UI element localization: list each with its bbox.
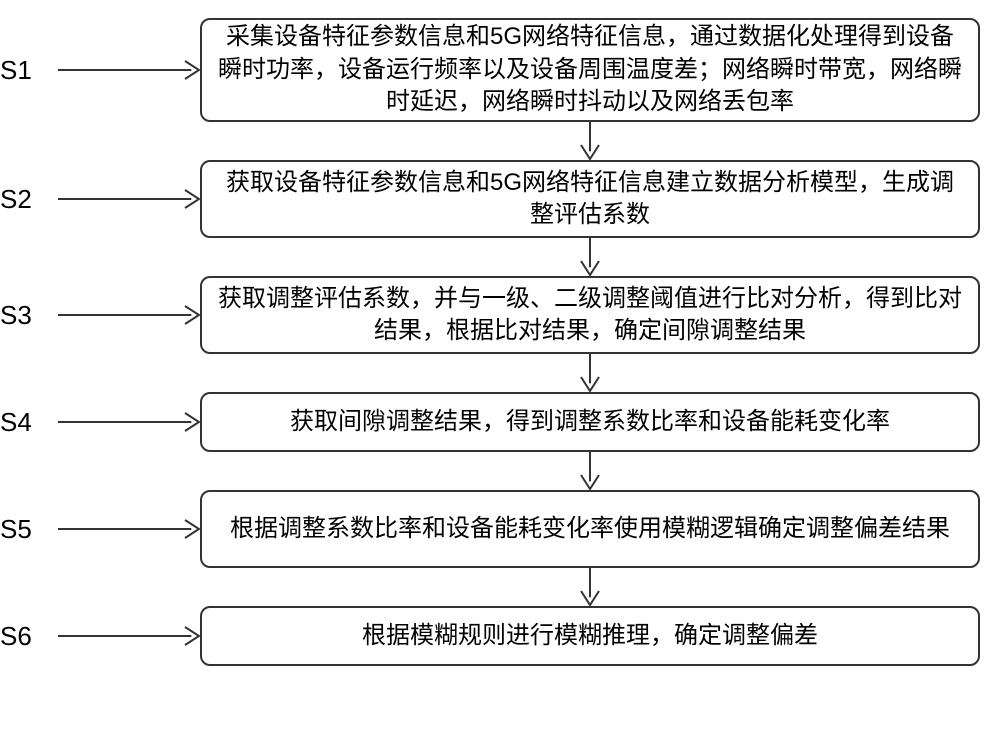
step-text: 采集设备特征参数信息和5G网络特征信息，通过数据化处理得到设备瞬时功率，设备运行…: [216, 21, 964, 118]
arrow-right-icon: [58, 305, 200, 325]
arrow-right-icon: [58, 189, 200, 209]
step-label-s3: S3: [0, 300, 58, 331]
step-box-s2: 获取设备特征参数信息和5G网络特征信息建立数据分析模型，生成调整评估系数: [200, 160, 980, 238]
step-box-s1: 采集设备特征参数信息和5G网络特征信息，通过数据化处理得到设备瞬时功率，设备运行…: [200, 18, 980, 122]
step-row-s5: S5 根据调整系数比率和设备能耗变化率使用模糊逻辑确定调整偏差结果: [0, 490, 1000, 568]
step-box-s3: 获取调整评估系数，并与一级、二级调整阈值进行比对分析，得到比对结果，根据比对结果…: [200, 276, 980, 354]
step-label-s6: S6: [0, 621, 58, 652]
arrow-down-icon: [0, 568, 1000, 606]
step-row-s4: S4 获取间隙调整结果，得到调整系数比率和设备能耗变化率: [0, 392, 1000, 452]
arrow-right-icon: [58, 60, 200, 80]
step-box-s6: 根据模糊规则进行模糊推理，确定调整偏差: [200, 606, 980, 666]
arrow-down-icon: [0, 354, 1000, 392]
step-text: 根据调整系数比率和设备能耗变化率使用模糊逻辑确定调整偏差结果: [230, 513, 950, 545]
arrow-down-icon: [0, 452, 1000, 490]
step-label-s2: S2: [0, 184, 58, 215]
step-text: 根据模糊规则进行模糊推理，确定调整偏差: [362, 620, 818, 652]
step-label-s4: S4: [0, 407, 58, 438]
arrow-right-icon: [58, 519, 200, 539]
step-box-s4: 获取间隙调整结果，得到调整系数比率和设备能耗变化率: [200, 392, 980, 452]
step-row-s1: S1 采集设备特征参数信息和5G网络特征信息，通过数据化处理得到设备瞬时功率，设…: [0, 18, 1000, 122]
step-text: 获取设备特征参数信息和5G网络特征信息建立数据分析模型，生成调整评估系数: [216, 167, 964, 232]
arrow-right-icon: [58, 626, 200, 646]
arrow-down-icon: [0, 122, 1000, 160]
step-label-s5: S5: [0, 514, 58, 545]
arrow-right-icon: [58, 412, 200, 432]
step-label-s1: S1: [0, 55, 58, 86]
step-row-s6: S6 根据模糊规则进行模糊推理，确定调整偏差: [0, 606, 1000, 666]
step-text: 获取间隙调整结果，得到调整系数比率和设备能耗变化率: [290, 406, 890, 438]
arrow-down-icon: [0, 238, 1000, 276]
step-row-s2: S2 获取设备特征参数信息和5G网络特征信息建立数据分析模型，生成调整评估系数: [0, 160, 1000, 238]
step-text: 获取调整评估系数，并与一级、二级调整阈值进行比对分析，得到比对结果，根据比对结果…: [216, 283, 964, 348]
step-box-s5: 根据调整系数比率和设备能耗变化率使用模糊逻辑确定调整偏差结果: [200, 490, 980, 568]
step-row-s3: S3 获取调整评估系数，并与一级、二级调整阈值进行比对分析，得到比对结果，根据比…: [0, 276, 1000, 354]
